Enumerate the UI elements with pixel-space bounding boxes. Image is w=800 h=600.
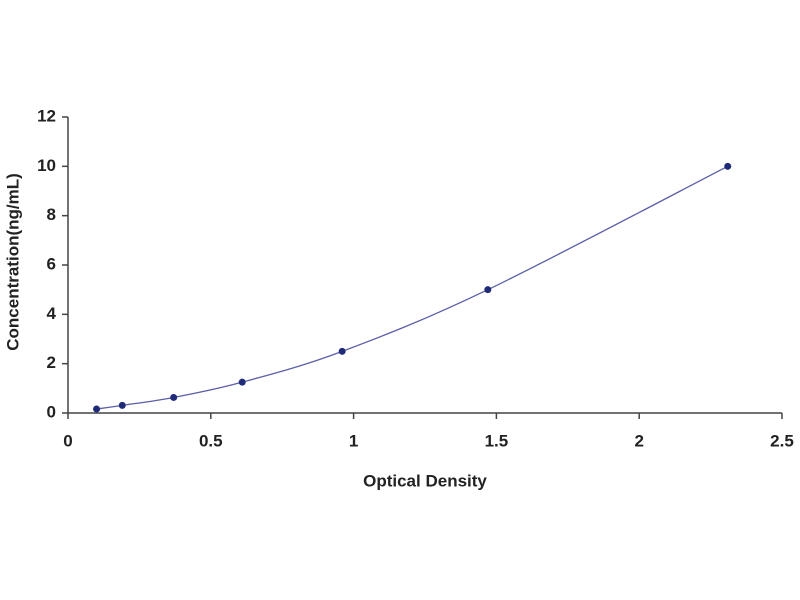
x-tick-label: 1	[349, 431, 358, 450]
data-point	[93, 405, 101, 413]
x-tick-label: 2	[634, 431, 643, 450]
x-tick-label: 0.5	[199, 431, 223, 450]
y-tick-label: 0	[47, 402, 56, 421]
data-point	[170, 393, 178, 401]
fit-curve	[96, 165, 729, 410]
y-tick-label: 10	[37, 156, 56, 175]
y-tick-label: 6	[47, 254, 56, 273]
x-tick-label: 2.5	[770, 431, 794, 450]
data-point	[484, 286, 492, 294]
data-point	[238, 378, 246, 386]
y-axis-label: Concentration(ng/mL)	[3, 173, 22, 351]
x-axis-label: Optical Density	[363, 471, 487, 490]
y-tick-label: 4	[47, 304, 57, 323]
y-tick-label: 12	[37, 106, 56, 125]
y-tick-label: 2	[47, 353, 56, 372]
data-point	[118, 401, 126, 409]
data-point	[724, 162, 732, 170]
x-tick-label: 1.5	[485, 431, 509, 450]
y-tick-label: 8	[47, 205, 56, 224]
x-tick-label: 0	[63, 431, 72, 450]
data-point	[338, 347, 346, 355]
